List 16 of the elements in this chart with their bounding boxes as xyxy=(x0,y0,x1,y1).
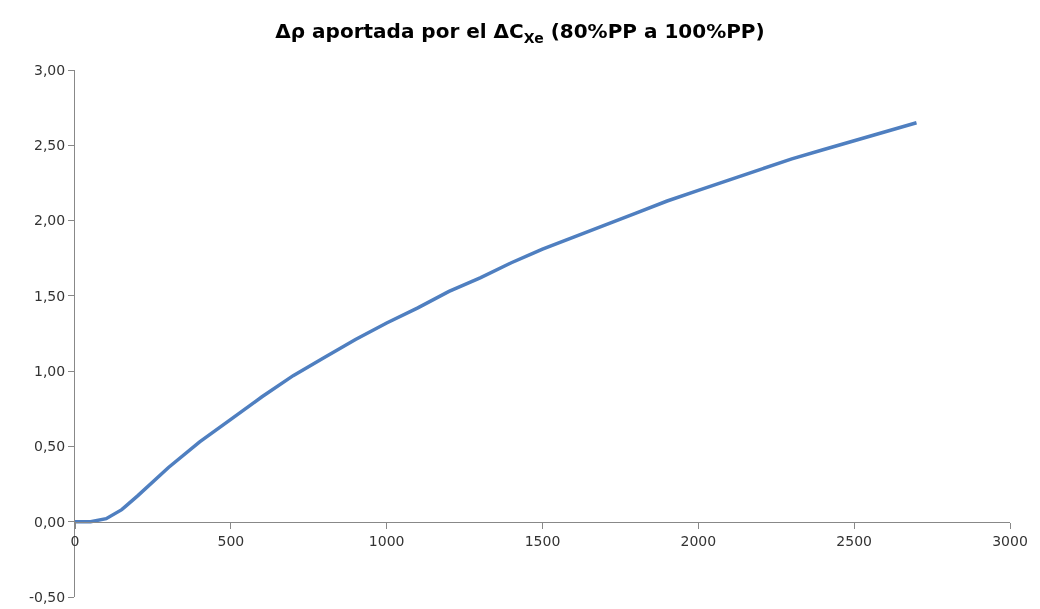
y-tick-label: 0,00 xyxy=(34,513,66,530)
y-tick-label: 3,00 xyxy=(34,61,66,78)
x-tick-label: 1500 xyxy=(524,532,561,549)
y-tick-label: 2,00 xyxy=(34,212,66,229)
chart-title: Δρ aportada por el ΔC$_{Xe}$ (80%PP a 100%PP) xyxy=(275,19,765,46)
x-tick-label: 500 xyxy=(217,532,245,549)
x-tick-label: 1000 xyxy=(368,532,405,549)
x-tick-label: 3000 xyxy=(992,532,1028,549)
y-tick-label: 0,50 xyxy=(34,438,66,455)
x-tick-label: 2000 xyxy=(680,532,717,549)
y-tick-label: 2,50 xyxy=(34,137,66,154)
x-tick-label: 2500 xyxy=(836,532,872,549)
y-tick-label: -0,50 xyxy=(28,588,66,605)
y-tick-label: 1,00 xyxy=(34,363,66,380)
line-series xyxy=(75,120,919,524)
y-tick-label: 1,50 xyxy=(34,287,66,304)
